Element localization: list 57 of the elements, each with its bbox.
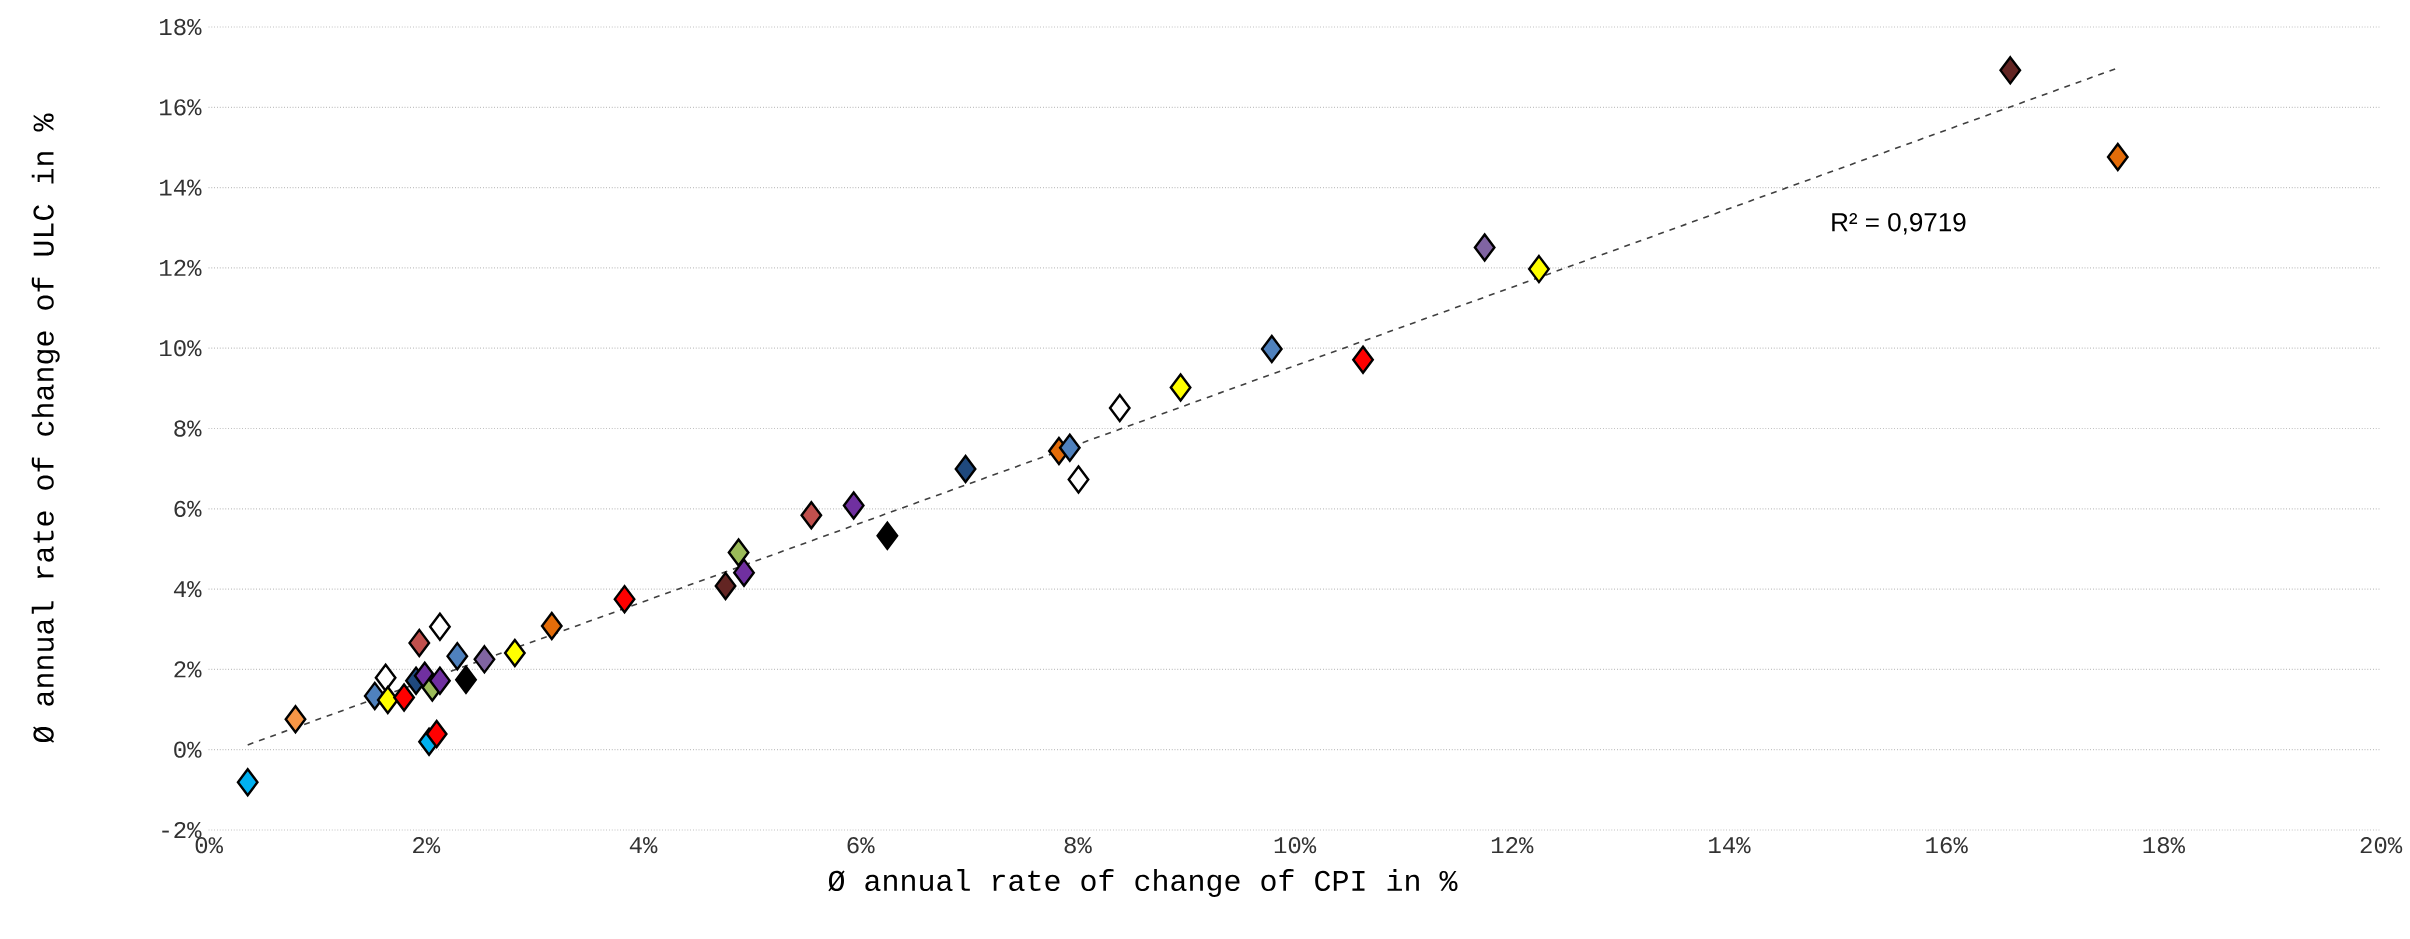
y-tick-label: 4% [173, 581, 202, 598]
point [1352, 345, 1374, 375]
x-tick-label: 16% [1926, 837, 1968, 854]
point [393, 683, 416, 712]
point [1058, 433, 1081, 462]
point [733, 558, 755, 587]
point [613, 584, 636, 614]
y-tick-label: 16% [160, 99, 202, 116]
point [1108, 393, 1131, 423]
y-tick-label: 6% [174, 500, 202, 517]
point [1169, 373, 1192, 402]
y-tick-label: 12% [160, 259, 202, 276]
point [842, 491, 865, 520]
point [374, 663, 397, 693]
point [408, 628, 431, 658]
point [455, 665, 477, 695]
point [1999, 56, 2022, 85]
point [428, 612, 451, 642]
y-tick-label: 10% [160, 340, 202, 357]
y-tick-label: -2% [162, 821, 202, 839]
y-tick-label: 14% [160, 179, 202, 196]
point [954, 454, 977, 484]
point [800, 501, 823, 530]
x-axis-title: Ø annual rate of change of CPI in % [828, 869, 1458, 898]
x-tick-label: 4% [629, 837, 658, 854]
point [1067, 465, 1090, 494]
point [1260, 334, 1283, 364]
point [284, 704, 307, 734]
x-tick-label: 0% [195, 837, 223, 854]
point [503, 638, 526, 668]
point [446, 641, 469, 671]
point [428, 666, 451, 695]
x-tick-label: 2% [413, 837, 441, 854]
y-tick-label: 18% [160, 18, 202, 36]
y-axis-title: Ø annual rate of change of ULC in % [31, 113, 60, 743]
point [376, 685, 399, 715]
point [727, 538, 750, 567]
x-tick-label: 14% [1709, 837, 1751, 854]
point [876, 521, 899, 550]
x-tick-label: 6% [847, 837, 875, 854]
x-tick-label: 12% [1491, 837, 1534, 854]
annotation: R² = 0,9719 [1832, 212, 1966, 235]
point [714, 571, 737, 601]
point [425, 719, 448, 749]
point [2106, 142, 2129, 172]
point [1528, 254, 1550, 284]
x-tick-label: 18% [2143, 837, 2186, 854]
y-tick-label: 8% [174, 420, 202, 437]
x-tick-label: 20% [2360, 837, 2403, 854]
point [1473, 233, 1496, 262]
y-tick-label: 0% [174, 741, 202, 758]
y-tick-label: 2% [174, 661, 202, 678]
point [473, 645, 496, 674]
x-tick-label: 8% [1064, 837, 1092, 854]
point [236, 768, 259, 797]
point [540, 611, 563, 641]
x-tick-label: 10% [1274, 837, 1317, 854]
